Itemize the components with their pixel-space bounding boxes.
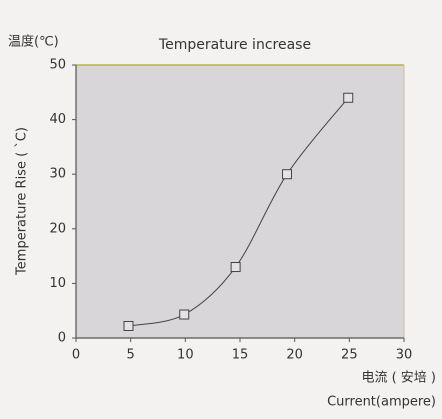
plot-area	[76, 65, 404, 338]
y-tick-label: 0	[58, 331, 66, 346]
x-tick-label: 15	[232, 348, 249, 363]
y-tick-label: 50	[49, 58, 66, 73]
marker	[282, 169, 293, 180]
x-tick-label: 30	[396, 348, 413, 363]
marker	[123, 320, 134, 331]
marker	[343, 92, 354, 103]
y-tick-label: 10	[49, 276, 66, 291]
y-tick-label: 40	[49, 112, 66, 127]
x-tick-label: 10	[177, 348, 194, 363]
y-axis-label: Temperature Rise ( `C)	[15, 127, 30, 276]
x-tick-label: 0	[72, 348, 80, 363]
x-axis-label-en: Current(ampere)	[327, 395, 436, 410]
marker	[230, 262, 241, 273]
y-tick-label: 20	[49, 221, 66, 236]
x-tick-label: 20	[286, 348, 303, 363]
y-unit-label: 温度(℃)	[8, 34, 59, 50]
y-tick-label: 30	[49, 167, 66, 182]
curve	[128, 97, 349, 327]
chart-title: Temperature increase	[158, 37, 311, 53]
marker	[179, 309, 190, 320]
x-axis-label: 电流 ( 安培 )	[361, 370, 436, 386]
x-tick-label: 25	[341, 348, 358, 363]
x-tick-label: 5	[127, 348, 135, 363]
